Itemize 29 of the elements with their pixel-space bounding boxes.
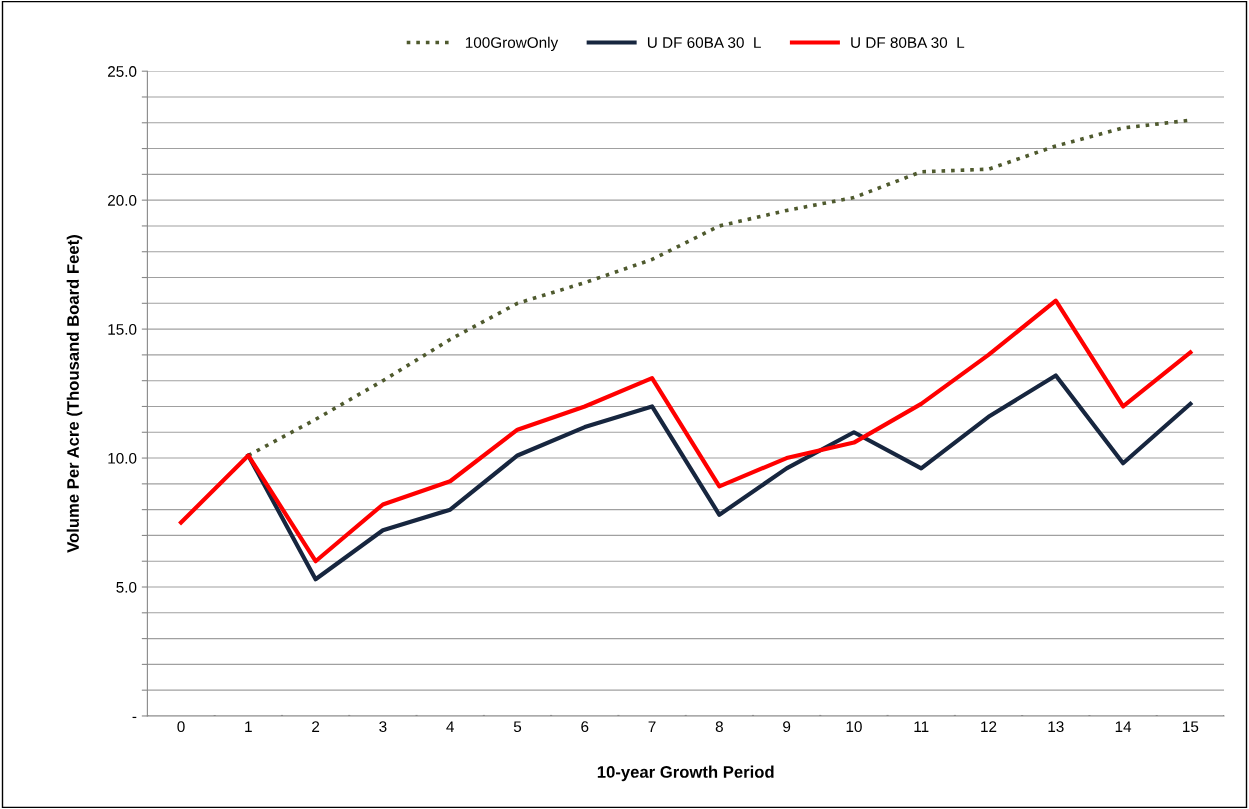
x-axis-title: 10-year Growth Period — [597, 765, 774, 782]
legend-label: U DF 60BA 30 L — [647, 37, 761, 48]
x-tick-label: 14 — [1115, 721, 1132, 732]
x-tick-label: 12 — [981, 721, 997, 732]
line-series — [178, 298, 1193, 564]
x-tick-label: 6 — [581, 721, 589, 733]
x-tick-label: 1 — [245, 721, 252, 732]
x-tick-label: 8 — [715, 721, 723, 733]
y-tick-label: 15.0 — [108, 323, 137, 335]
x-tick-label: 7 — [648, 721, 656, 732]
x-tick-label: 0 — [177, 721, 185, 733]
x-tick-label: 3 — [379, 721, 387, 733]
y-tick-label: 25.0 — [108, 66, 137, 77]
line-series — [246, 373, 1193, 582]
y-tick-label: 5.0 — [116, 581, 137, 593]
x-tick-label: 4 — [446, 721, 454, 732]
x-tick-label: 15 — [1183, 721, 1199, 733]
x-tick-label: 5 — [513, 721, 522, 733]
legend-label: U DF 80BA 30 L — [851, 37, 965, 48]
y-tick-label: - — [132, 716, 137, 719]
y-axis-title: Volume Per Acre (Thousand Board Feet) — [66, 235, 83, 553]
x-tick-label: 11 — [914, 721, 929, 732]
y-tick-label: 20.0 — [108, 195, 137, 206]
y-tick-label: 10.0 — [108, 452, 137, 464]
x-tick-label: 2 — [312, 721, 320, 732]
x-tick-label: 10 — [846, 721, 862, 733]
x-tick-label: 13 — [1048, 721, 1064, 733]
legend-label: 100GrowOnly — [465, 36, 559, 51]
x-tick-label: 9 — [783, 721, 791, 733]
